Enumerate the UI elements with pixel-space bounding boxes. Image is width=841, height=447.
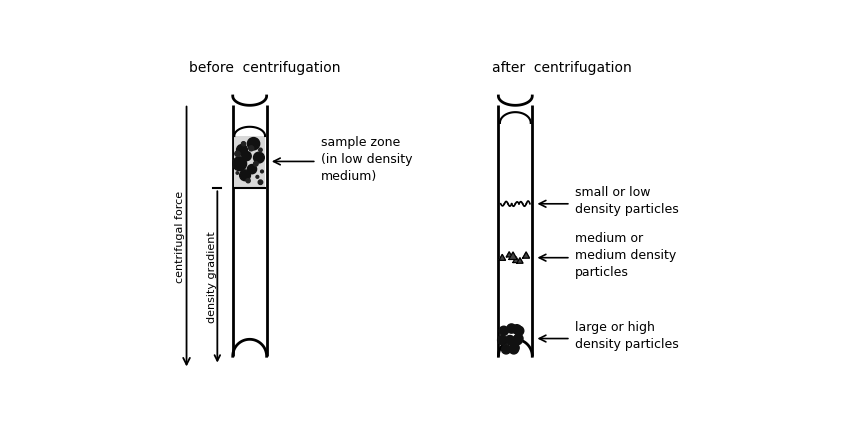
Text: after  centrifugation: after centrifugation bbox=[492, 61, 632, 76]
Circle shape bbox=[246, 179, 251, 183]
Circle shape bbox=[235, 151, 240, 156]
Text: sample zone
(in low density
medium): sample zone (in low density medium) bbox=[320, 135, 412, 183]
Circle shape bbox=[240, 170, 251, 181]
Circle shape bbox=[509, 345, 518, 354]
Circle shape bbox=[498, 335, 507, 345]
Circle shape bbox=[259, 148, 262, 152]
Circle shape bbox=[233, 157, 246, 171]
Circle shape bbox=[500, 326, 509, 335]
Polygon shape bbox=[513, 257, 519, 262]
Circle shape bbox=[515, 326, 524, 335]
Circle shape bbox=[258, 180, 262, 185]
Circle shape bbox=[505, 335, 515, 345]
Text: large or high
density particles: large or high density particles bbox=[574, 321, 679, 351]
Circle shape bbox=[241, 142, 246, 146]
Text: small or low
density particles: small or low density particles bbox=[574, 186, 679, 216]
Circle shape bbox=[514, 334, 523, 343]
Circle shape bbox=[501, 345, 510, 354]
Text: medium or
medium density
particles: medium or medium density particles bbox=[574, 232, 676, 279]
Circle shape bbox=[249, 146, 254, 151]
Text: density gradient: density gradient bbox=[207, 231, 217, 323]
Circle shape bbox=[236, 144, 247, 155]
Text: centrifugal force: centrifugal force bbox=[176, 190, 185, 283]
Circle shape bbox=[253, 161, 258, 166]
Circle shape bbox=[247, 138, 260, 150]
Circle shape bbox=[513, 335, 522, 345]
Circle shape bbox=[253, 152, 264, 163]
Text: before  centrifugation: before centrifugation bbox=[189, 61, 341, 76]
Circle shape bbox=[512, 325, 521, 334]
Polygon shape bbox=[523, 252, 530, 258]
Circle shape bbox=[507, 324, 516, 333]
Bar bbox=[234, 136, 266, 188]
Polygon shape bbox=[506, 252, 512, 257]
Circle shape bbox=[247, 164, 257, 174]
Polygon shape bbox=[509, 252, 517, 259]
Circle shape bbox=[256, 175, 259, 178]
Polygon shape bbox=[517, 258, 523, 263]
Circle shape bbox=[242, 152, 251, 160]
Circle shape bbox=[261, 170, 263, 173]
Circle shape bbox=[510, 343, 519, 352]
Polygon shape bbox=[499, 254, 505, 260]
Circle shape bbox=[236, 172, 239, 174]
